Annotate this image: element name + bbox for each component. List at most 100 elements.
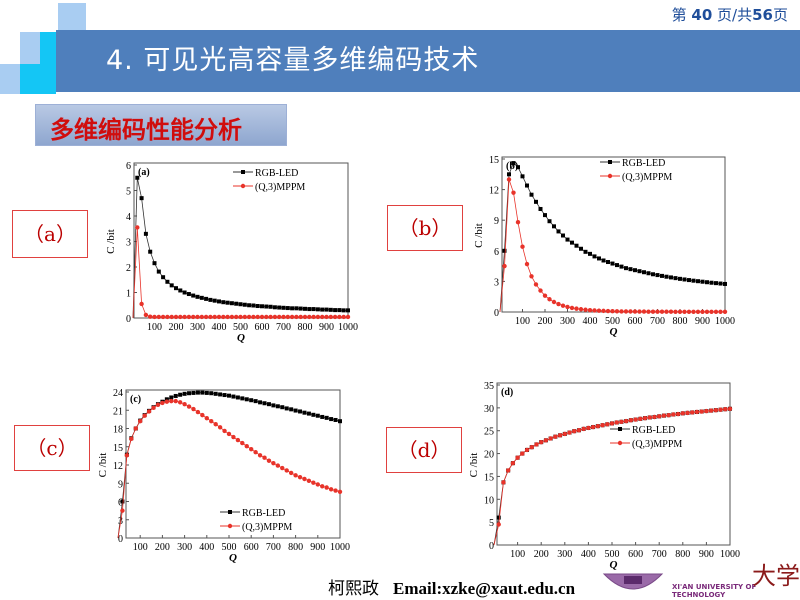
y-axis-label: C /bit [473, 223, 485, 248]
data-point [722, 309, 728, 314]
data-point [135, 225, 140, 230]
data-point [165, 314, 170, 320]
data-point [298, 314, 303, 320]
x-tick-label: 500 [605, 549, 620, 560]
data-point [713, 309, 719, 314]
data-point [271, 460, 276, 466]
data-point [496, 522, 501, 527]
x-tick-label: 100 [515, 316, 530, 327]
data-point [217, 425, 223, 430]
data-point [173, 393, 178, 398]
data-point [311, 412, 316, 417]
data-point [272, 305, 277, 310]
y-tick-label: 5 [489, 518, 494, 529]
data-point [266, 458, 272, 463]
data-point [311, 480, 316, 485]
data-point [567, 430, 572, 435]
data-point [178, 392, 183, 397]
data-point [262, 401, 267, 406]
data-point [341, 314, 346, 320]
data-point [506, 177, 512, 182]
data-point [120, 508, 125, 513]
data-point [186, 404, 192, 409]
data-point [595, 423, 601, 429]
x-tick-label: 500 [233, 322, 248, 333]
data-point [307, 307, 312, 312]
data-point [609, 421, 615, 426]
data-point [242, 314, 247, 320]
data-point [160, 400, 165, 406]
x-tick-label: 800 [673, 316, 688, 327]
data-point [289, 407, 294, 412]
footer: 柯熙政 Email:xzke@xaut.edu.cn [328, 574, 575, 599]
x-axis-label: Q [229, 552, 237, 564]
data-point [705, 280, 709, 285]
data-point [333, 488, 338, 493]
data-point [264, 304, 269, 309]
data-point [281, 314, 286, 320]
data-point [610, 261, 615, 266]
decor-square [40, 32, 56, 64]
data-point [718, 281, 723, 286]
data-point [266, 402, 271, 407]
legend-marker [617, 440, 623, 446]
data-point [533, 282, 539, 287]
data-point [315, 482, 320, 487]
y-axis-label: C /bit [105, 229, 117, 254]
data-point [124, 453, 130, 458]
university-logo [602, 573, 664, 590]
data-point [257, 453, 263, 458]
plot-frame [501, 156, 726, 313]
data-point [664, 309, 669, 314]
data-point [324, 415, 329, 420]
data-point [614, 309, 620, 314]
data-point [229, 314, 235, 320]
data-point [195, 390, 200, 395]
data-point [579, 246, 583, 251]
data-point [195, 294, 200, 299]
data-point [668, 309, 674, 314]
y-tick-label: 24 [113, 388, 123, 399]
x-tick-label: 700 [276, 322, 291, 333]
data-point [135, 175, 140, 180]
data-point [225, 314, 230, 320]
data-point [614, 420, 619, 425]
data-point [231, 394, 236, 399]
data-point [235, 437, 241, 443]
y-tick-label: 0 [126, 314, 131, 325]
data-point [515, 220, 521, 225]
data-point [320, 484, 325, 489]
data-point [148, 249, 153, 254]
data-point [268, 314, 273, 320]
data-point [129, 436, 134, 442]
data-point [547, 219, 552, 224]
data-point [191, 293, 196, 298]
data-point [165, 279, 170, 284]
legend-label: (Q,3)MPPM [632, 439, 682, 450]
data-point [502, 263, 507, 269]
panel-tag: (a) [138, 167, 150, 178]
data-point [247, 303, 252, 308]
y-axis-label: C /bit [97, 453, 109, 478]
x-tick-label: 100 [133, 542, 148, 553]
data-point [302, 314, 308, 320]
data-point [213, 391, 218, 396]
x-tick-label: 600 [255, 322, 270, 333]
data-point [156, 269, 161, 274]
x-tick-label: 900 [695, 316, 710, 327]
data-point [182, 290, 187, 295]
data-point [240, 396, 245, 401]
data-point [588, 251, 592, 256]
data-point [610, 308, 615, 314]
data-point [225, 300, 230, 305]
legend-label: RGB-LED [622, 158, 665, 169]
data-point [619, 309, 624, 314]
data-point [293, 408, 298, 413]
data-point [227, 393, 231, 398]
page-current: 40 [691, 6, 713, 24]
data-point [255, 314, 260, 320]
data-point [605, 308, 611, 314]
x-tick-label: 300 [560, 316, 575, 327]
y-tick-label: 2 [126, 263, 131, 274]
chart-b: 100 200 300 400 500 600 700 800 900 1000 0 3 6 9 12 15 Q… [473, 155, 735, 338]
